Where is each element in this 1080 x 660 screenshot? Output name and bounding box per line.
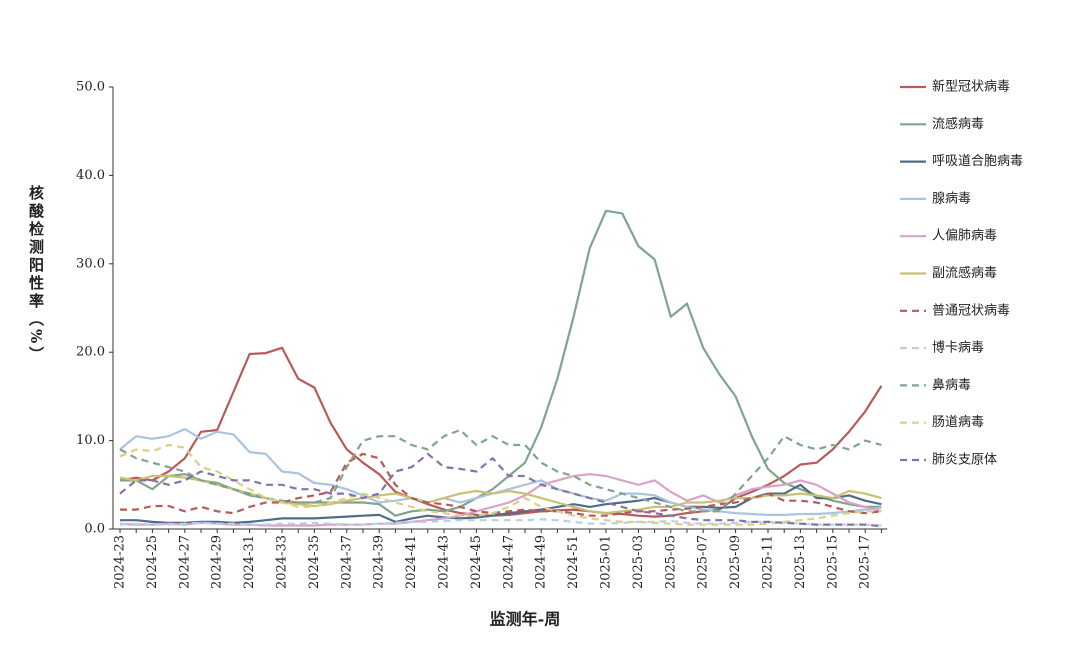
legend-label: 鼻病毒 bbox=[932, 377, 971, 393]
x-tick-label: 2024-23 bbox=[113, 535, 128, 589]
x-tick-label: 2024-49 bbox=[534, 535, 549, 589]
y-tick-label: 0.0 bbox=[84, 522, 105, 537]
x-tick-label: 2024-35 bbox=[307, 535, 322, 589]
y-tick-label: 40.0 bbox=[76, 168, 105, 183]
legend-label: 呼吸道合胞病毒 bbox=[932, 154, 1023, 169]
legend-label: 肺炎支原体 bbox=[932, 453, 997, 468]
legend-label: 普通冠状病毒 bbox=[932, 303, 1010, 318]
x-tick-label: 2025-09 bbox=[728, 535, 743, 589]
x-tick-label: 2025-15 bbox=[825, 535, 840, 589]
x-tick-label: 2025-01 bbox=[599, 535, 614, 589]
legend-label: 新型冠状病毒 bbox=[932, 79, 1010, 95]
x-tick-label: 2024-43 bbox=[437, 535, 452, 589]
series-line bbox=[119, 428, 882, 513]
series-line bbox=[119, 473, 882, 527]
x-tick-label: 2025-11 bbox=[761, 535, 776, 589]
legend-label: 副流感病毒 bbox=[932, 265, 997, 281]
x-tick-label: 2025-03 bbox=[631, 535, 646, 589]
series-line bbox=[119, 452, 882, 528]
x-tick-label: 2024-51 bbox=[566, 535, 581, 589]
y-tick-label: 30.0 bbox=[76, 256, 105, 271]
series-line bbox=[120, 209, 882, 517]
legend-label: 腺病毒 bbox=[932, 191, 971, 206]
x-tick-label: 2025-07 bbox=[696, 535, 711, 589]
legend-label: 肠道病毒 bbox=[932, 415, 984, 430]
x-tick-label: 2025-05 bbox=[663, 535, 678, 589]
series-line bbox=[119, 428, 882, 516]
x-tick-label: 2024-25 bbox=[145, 535, 160, 589]
x-tick-label: 2024-31 bbox=[242, 535, 257, 589]
x-tick-label: 2024-37 bbox=[339, 535, 354, 589]
y-tick-label: 50.0 bbox=[76, 80, 105, 95]
x-tick-label: 2024-33 bbox=[275, 535, 290, 589]
y-tick-label: 10.0 bbox=[76, 433, 105, 448]
legend-label: 人偏肺病毒 bbox=[932, 229, 997, 244]
legend-label: 流感病毒 bbox=[932, 116, 984, 132]
y-axis-label: 核酸检测阳性率（%） bbox=[27, 185, 45, 365]
x-tick-label: 2025-17 bbox=[858, 535, 873, 589]
x-tick-label: 2025-13 bbox=[793, 535, 808, 589]
x-tick-label: 2024-29 bbox=[210, 535, 225, 589]
x-tick-label: 2024-39 bbox=[372, 535, 387, 589]
y-tick-label: 20.0 bbox=[76, 345, 105, 360]
x-tick-label: 2024-41 bbox=[404, 535, 419, 589]
legend-label: 博卡病毒 bbox=[932, 341, 984, 356]
x-tick-label: 2024-47 bbox=[501, 535, 516, 589]
x-axis-label: 监测年-周 bbox=[490, 610, 561, 629]
x-tick-label: 2024-45 bbox=[469, 535, 484, 589]
x-tick-label: 2024-27 bbox=[177, 535, 192, 589]
